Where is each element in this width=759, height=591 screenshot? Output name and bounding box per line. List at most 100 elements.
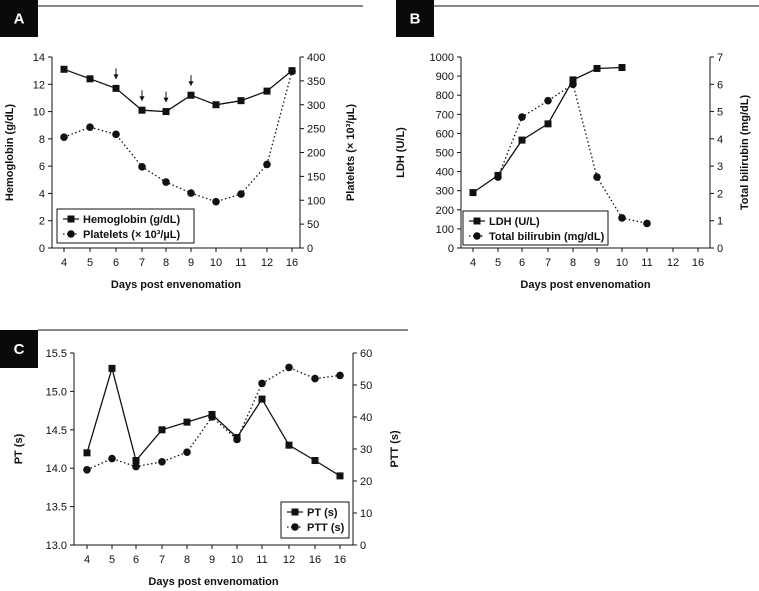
x-tick-label: 9 [594,257,600,269]
series-line-circles [497,83,648,225]
left-tick-label: 0 [39,243,45,255]
legend-box [56,208,195,244]
data-point-square [212,101,220,109]
data-point-square [132,457,140,465]
legend-square-marker [67,215,75,223]
data-point-circle [258,379,266,388]
data-point-square [158,426,166,434]
data-point-square [285,441,293,449]
data-point-square [593,64,601,72]
x-tick-label: 16 [309,554,321,566]
left-tick-label: 200 [436,205,454,217]
data-point-circle [544,96,552,105]
left-tick-label: 14 [33,52,45,64]
x-tick-label: 16 [692,257,704,269]
data-point-circle [208,413,216,421]
right-tick-label: 2 [717,188,723,200]
left-tick-label: 6 [39,161,45,173]
right-tick-label: 0 [307,243,313,255]
right-tick-label: 300 [307,100,325,112]
right-axis-title: PTT (s) [389,430,401,468]
right-axis-title: Total bilirubin (mg/dL) [739,95,751,211]
series-line-circles [63,71,293,203]
x-tick-label: 12 [667,257,679,269]
down-arrow-icon [113,68,119,80]
panel-letter: C [14,341,25,358]
x-tick-label: 12 [283,554,295,566]
left-tick-label: 100 [436,224,454,236]
legend-square-marker [291,508,299,516]
left-axis-title: Hemoglobin (g/dL) [4,104,16,201]
left-tick-label: 900 [436,71,454,83]
x-tick-label: 4 [84,554,90,566]
data-point-circle [285,363,293,372]
series-line-squares [63,68,293,113]
data-point-square [469,189,477,197]
data-point-circle [263,160,271,169]
legend-circle-marker [473,232,481,240]
panel-badge [0,0,38,37]
x-tick-label: 11 [235,257,246,269]
right-tick-label: 150 [307,171,325,183]
x-tick-label: 16 [334,554,346,566]
data-point-square [311,457,319,465]
x-tick-label: 6 [113,257,119,269]
x-tick-label: 4 [61,257,67,269]
x-tick-label: 8 [184,554,190,566]
left-tick-label: 13.5 [46,502,67,514]
data-point-square [258,395,266,403]
data-point-square [569,76,577,84]
data-point-square [60,65,68,73]
left-tick-label: 15.5 [46,348,67,360]
arrow-head [188,81,194,87]
right-tick-label: 50 [360,380,372,392]
right-axis-title: Platelets (× 10³/µL) [345,104,357,201]
x-tick-label: 6 [519,257,525,269]
data-point-circle [494,173,502,181]
x-axis-title: Days post envenomation [148,576,278,588]
left-tick-label: 10 [33,107,45,119]
left-tick-label: 1000 [430,52,454,64]
legend-box [462,210,609,246]
data-point-square [618,64,626,72]
right-tick-label: 1 [717,216,723,228]
data-point-circle [86,123,94,131]
x-tick-label: 11 [641,257,652,269]
down-arrow-icon [188,75,194,87]
data-point-square [237,97,245,105]
data-point-square [544,120,552,128]
right-tick-label: 200 [307,148,325,160]
x-tick-label: 11 [256,554,267,566]
right-tick-label: 6 [717,79,723,91]
data-point-square [112,84,120,92]
panel-letter: B [410,11,421,28]
data-point-circle [288,67,296,76]
x-tick-label: 8 [163,257,169,269]
x-tick-label: 10 [616,257,628,269]
legend-box [280,501,350,539]
data-point-circle [112,130,120,139]
right-tick-label: 0 [360,540,366,552]
right-tick-label: 100 [307,195,325,207]
arrow-head [163,97,169,103]
right-tick-label: 50 [307,219,319,231]
x-tick-label: 9 [188,257,194,269]
left-axis-title: PT (s) [13,433,25,464]
data-point-square [263,87,271,95]
left-tick-label: 700 [436,109,454,121]
right-tick-label: 5 [717,107,723,119]
panel-badge [0,330,38,368]
right-tick-label: 40 [360,412,372,424]
left-tick-label: 13.0 [46,540,67,552]
legend-label: Hemoglobin (g/dL) [83,214,180,226]
right-tick-label: 400 [307,52,325,64]
data-point-circle [643,219,651,228]
data-point-square [518,136,526,144]
x-tick-label: 10 [210,257,222,269]
right-tick-label: 0 [717,243,723,255]
data-point-circle [132,462,140,471]
x-tick-label: 5 [87,257,93,269]
x-tick-label: 12 [261,257,273,269]
series-line-squares [86,365,341,477]
